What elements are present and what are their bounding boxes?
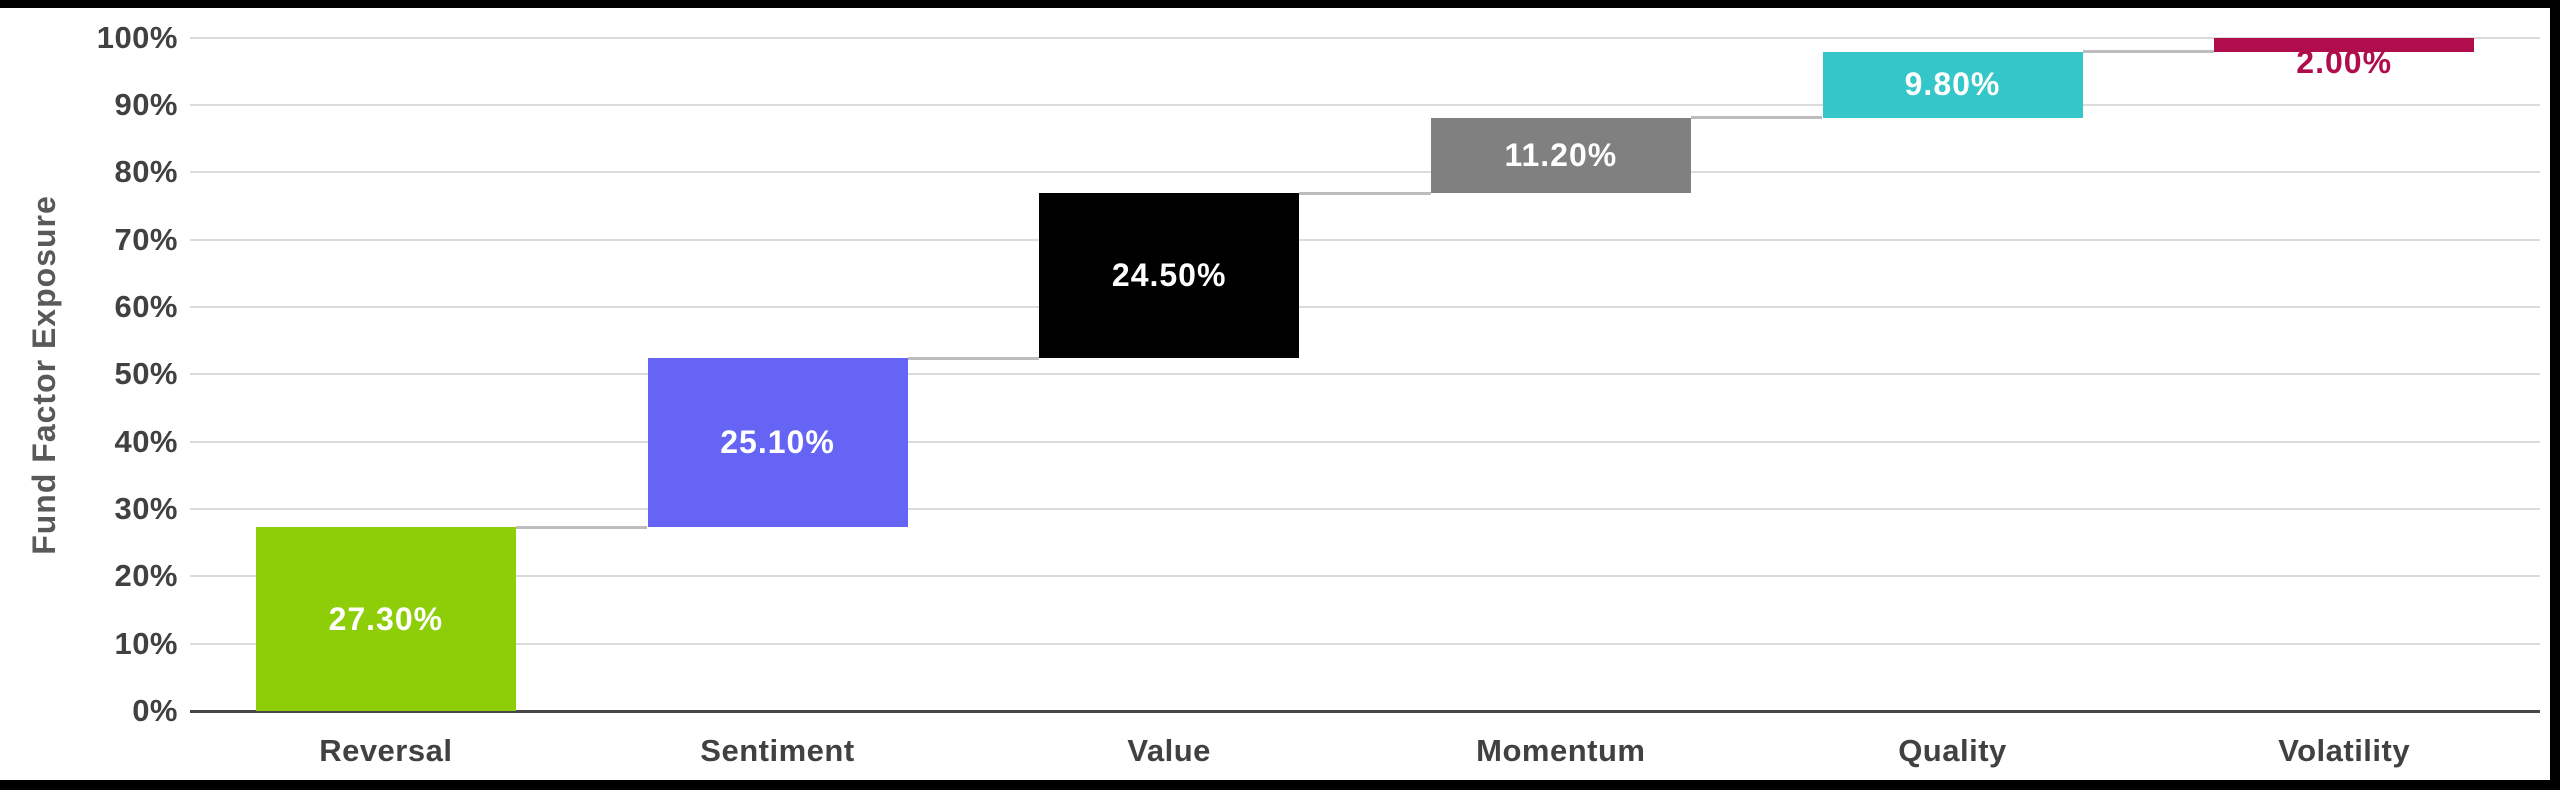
x-axis-label-reversal: Reversal bbox=[319, 733, 453, 768]
x-axis-label-quality: Quality bbox=[1898, 733, 2007, 768]
bar-value-label-value: 24.50% bbox=[1111, 257, 1227, 294]
gridline-60pct bbox=[190, 305, 2540, 308]
gridline-90pct bbox=[190, 103, 2540, 106]
x-axis-label-sentiment: Sentiment bbox=[700, 733, 855, 768]
waterfall-bar-quality bbox=[1822, 51, 2083, 118]
waterfall-bar-momentum bbox=[1430, 117, 1691, 194]
bar-value-label-sentiment: 25.10% bbox=[720, 424, 835, 461]
gridline-20pct bbox=[190, 575, 2540, 578]
gridline-100pct bbox=[190, 36, 2540, 39]
x-axis-line bbox=[190, 710, 2540, 713]
bottom-border bbox=[0, 780, 2560, 790]
connector-line-4 bbox=[2082, 50, 2215, 54]
waterfall-bar-sentiment bbox=[647, 358, 908, 528]
x-axis-label-value: Value bbox=[1127, 733, 1211, 768]
y-tick-label-50pct: 50% bbox=[114, 356, 178, 392]
bar-value-label-reversal: 27.30% bbox=[328, 600, 444, 637]
y-tick-label-40pct: 40% bbox=[114, 423, 178, 459]
y-tick-label-90pct: 90% bbox=[114, 86, 178, 122]
top-border bbox=[0, 0, 2560, 8]
y-tick-label-10pct: 10% bbox=[114, 625, 178, 661]
bar-value-label-quality: 9.80% bbox=[1904, 66, 2001, 103]
gridline-40pct bbox=[190, 440, 2540, 443]
waterfall-bar-volatility bbox=[2214, 38, 2475, 52]
gridline-10pct bbox=[190, 642, 2540, 645]
waterfall-bar-value bbox=[1039, 193, 1300, 359]
right-border bbox=[2550, 0, 2560, 790]
gridline-70pct bbox=[190, 238, 2540, 241]
connector-line-3 bbox=[1690, 116, 1823, 120]
bar-value-label-momentum: 11.20% bbox=[1504, 136, 1618, 173]
y-tick-label-60pct: 60% bbox=[114, 288, 178, 324]
x-axis-label-momentum: Momentum bbox=[1476, 733, 1646, 768]
connector-line-2 bbox=[1299, 191, 1431, 195]
y-tick-label-80pct: 80% bbox=[114, 154, 178, 190]
gridline-50pct bbox=[190, 373, 2540, 376]
y-tick-label-100pct: 100% bbox=[96, 19, 178, 55]
y-tick-label-30pct: 30% bbox=[114, 490, 178, 526]
gridline-80pct bbox=[190, 171, 2540, 174]
y-tick-label-20pct: 20% bbox=[114, 558, 178, 594]
x-axis-label-volatility: Volatility bbox=[2278, 733, 2411, 768]
waterfall-bar-reversal bbox=[255, 527, 516, 711]
connector-line-1 bbox=[907, 356, 1040, 360]
y-tick-label-0pct: 0% bbox=[132, 693, 178, 728]
y-tick-label-70pct: 70% bbox=[114, 221, 178, 257]
gridline-30pct bbox=[190, 507, 2540, 510]
connector-line-0 bbox=[515, 525, 648, 529]
